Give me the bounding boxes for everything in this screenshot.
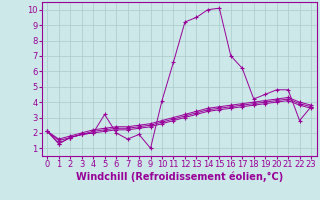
X-axis label: Windchill (Refroidissement éolien,°C): Windchill (Refroidissement éolien,°C) (76, 172, 283, 182)
